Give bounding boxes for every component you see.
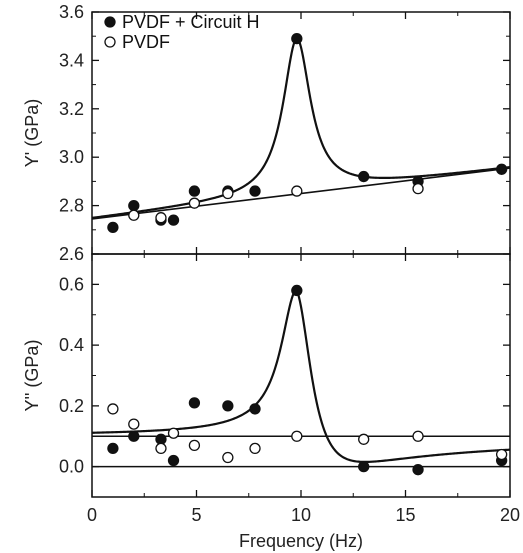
data-point-open — [412, 183, 424, 195]
legend-marker — [104, 36, 116, 48]
data-point-filled — [107, 442, 119, 455]
data-point-open — [495, 448, 508, 461]
data-point-open — [128, 418, 140, 430]
data-point-filled — [128, 199, 140, 212]
y-tick-label: 2.6 — [59, 244, 84, 264]
y-tick-label: 3.4 — [59, 50, 84, 70]
x-tick-label: 10 — [291, 505, 311, 525]
x-tick-label: 20 — [500, 505, 520, 525]
data-point-filled — [167, 214, 180, 226]
data-point-open — [188, 439, 201, 452]
top-panel-storage-modulus: 2.6 2.8 3.0 3.2 3.4 3.6 Y' (GPa) PVDF + Circuit… — [22, 2, 511, 264]
data-point-filled — [412, 464, 424, 476]
data-point-open — [155, 442, 167, 455]
legend-label: PVDF + Circuit H — [122, 12, 260, 32]
data-point-open — [412, 430, 424, 442]
bottom-panel-loss-modulus: 0.0 0.2 0.4 0.6 Y'' (GPa) 0 5 10 15 20 Frequency (… — [22, 253, 520, 551]
y-tick-label: 0.6 — [59, 274, 84, 294]
y-tick-label: 2.8 — [59, 196, 84, 216]
y-tick-label: 0.4 — [59, 335, 84, 355]
data-point-open — [291, 430, 303, 442]
data-point-open — [128, 209, 140, 221]
data-point-filled — [249, 403, 261, 415]
data-point-open — [107, 403, 119, 415]
legend-label: PVDF — [122, 32, 170, 52]
data-point-open — [222, 187, 234, 200]
data-point-filled — [188, 185, 201, 197]
data-point-filled — [188, 397, 201, 409]
y-tick-label: 0.0 — [59, 457, 84, 477]
data-point-open — [358, 433, 370, 445]
legend-marker — [104, 16, 116, 28]
data-point-open — [188, 197, 201, 209]
data-point-open — [155, 212, 167, 224]
data-point-open — [222, 451, 234, 464]
x-tick-label: 0 — [87, 505, 97, 525]
resonance-fit-curve — [91, 37, 511, 219]
y-axis-title: Y'' (GPa) — [22, 340, 42, 412]
data-point-filled — [249, 185, 261, 197]
y-tick-label: 3.0 — [59, 147, 84, 167]
data-point-filled — [358, 170, 370, 183]
y-tick-label: 3.2 — [59, 99, 84, 119]
x-tick-label: 5 — [191, 505, 201, 525]
data-point-open — [249, 442, 261, 455]
data-point-filled — [358, 460, 370, 473]
data-point-filled — [291, 284, 303, 297]
data-point-open — [291, 185, 303, 197]
data-point-filled — [128, 430, 140, 442]
data-point-filled — [107, 221, 119, 234]
data-point-filled — [222, 400, 234, 412]
data-point-filled — [495, 163, 508, 175]
y-axis-title: Y' (GPa) — [22, 99, 42, 167]
x-tick-label: 15 — [395, 505, 415, 525]
y-tick-label: 3.6 — [59, 2, 84, 22]
data-point-open — [167, 427, 180, 439]
y-tick-label: 0.2 — [59, 396, 84, 416]
data-point-filled — [291, 32, 303, 45]
resonance-loss-fit-curve — [91, 289, 511, 464]
data-point-filled — [167, 454, 180, 467]
x-axis-title: Frequency (Hz) — [239, 531, 363, 551]
